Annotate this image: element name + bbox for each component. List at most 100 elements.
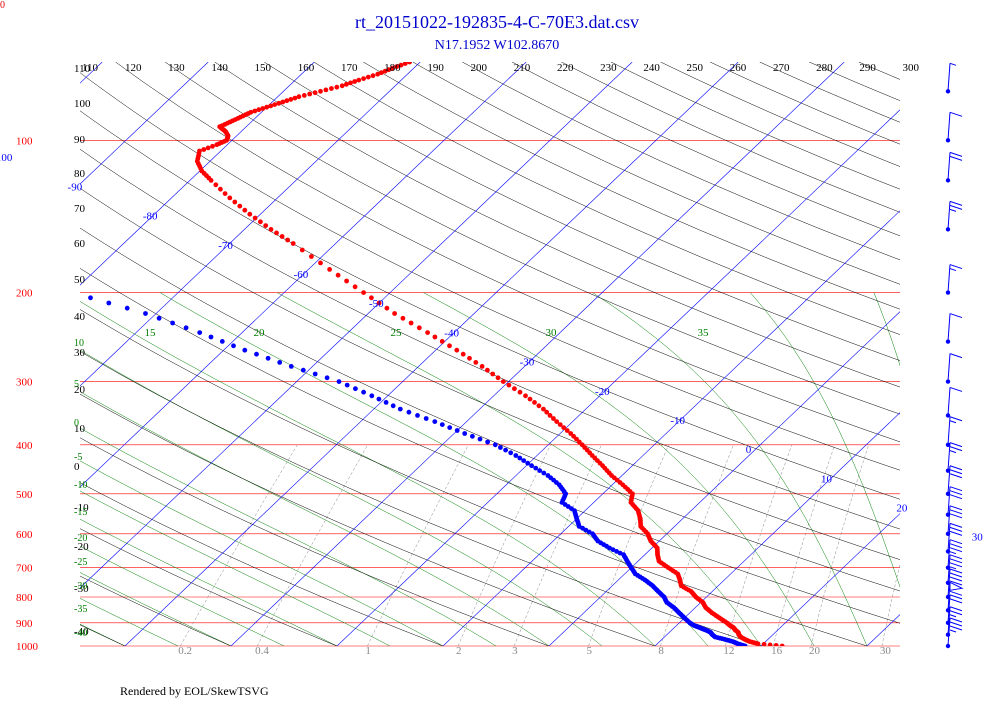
temperature-point bbox=[537, 403, 542, 408]
wind-barb-full bbox=[950, 487, 962, 491]
dry-adiabat-line bbox=[363, 62, 1000, 646]
temperature-point bbox=[258, 219, 263, 224]
isotherm-line bbox=[19, 62, 632, 646]
moist-adiabat-left-label: -10 bbox=[74, 480, 87, 491]
dry-adiabat-top-label: 290 bbox=[859, 62, 876, 74]
wind-barb-full bbox=[950, 599, 962, 603]
wind-barb-shaft bbox=[948, 417, 950, 445]
moist-adiabat-line bbox=[0, 293, 390, 646]
pressure-tick-label: 100 bbox=[16, 135, 33, 147]
wind-barb-full bbox=[950, 474, 962, 478]
dewpoint-point bbox=[470, 434, 475, 439]
wind-barb-full bbox=[950, 527, 962, 531]
temperature-point bbox=[348, 81, 353, 86]
dry-adiabat-top-label: 130 bbox=[168, 62, 185, 74]
dry-adiabat-left-label: 60 bbox=[74, 238, 86, 250]
dry-adiabat-top-label: 210 bbox=[514, 62, 531, 74]
temperature-point bbox=[762, 642, 767, 647]
dewpoint-point bbox=[289, 364, 294, 369]
wind-barb-half bbox=[950, 630, 956, 632]
dry-adiabat-left-label: 90 bbox=[74, 134, 86, 146]
temperature-point bbox=[288, 97, 293, 102]
temperature-point bbox=[344, 279, 349, 284]
wind-barb-full bbox=[950, 618, 962, 622]
isotherm-label: -10 bbox=[670, 415, 685, 427]
dry-adiabat-line bbox=[710, 62, 1000, 646]
moist-adiabat-left-label: -25 bbox=[74, 557, 87, 568]
wind-barb-full bbox=[950, 156, 962, 160]
wind-barb-full bbox=[950, 611, 962, 615]
temperature-point bbox=[407, 60, 412, 65]
temperature-point bbox=[210, 144, 215, 149]
moist-adiabat-top-label: 15 bbox=[145, 327, 157, 339]
mixing-ratio-line bbox=[367, 445, 468, 646]
wind-barb bbox=[946, 265, 962, 295]
wind-barb-full bbox=[950, 152, 962, 156]
temperature-point bbox=[356, 78, 361, 83]
dry-adiabat-line bbox=[0, 62, 1000, 646]
wind-barb-full bbox=[950, 573, 962, 577]
moist-adiabat-top-label: 35 bbox=[698, 327, 710, 339]
dewpoint-point bbox=[369, 393, 374, 398]
wind-barb-full bbox=[950, 447, 962, 451]
isotherm-label: 30 bbox=[972, 532, 984, 544]
dry-adiabat-line bbox=[0, 62, 231, 646]
mixing-ratio-line bbox=[514, 445, 601, 646]
isotherm-label: -50 bbox=[369, 298, 384, 310]
wind-barb-shaft bbox=[948, 112, 950, 140]
dewpoint-point bbox=[462, 431, 467, 436]
temperature-point bbox=[206, 146, 211, 151]
moist-adiabat-line bbox=[0, 293, 231, 646]
dewpoint-point bbox=[508, 450, 513, 455]
temperature-point bbox=[263, 223, 268, 228]
isotherm-label: 20 bbox=[896, 503, 908, 515]
dry-adiabat-top-label: 200 bbox=[471, 62, 488, 74]
temperature-point bbox=[269, 227, 274, 232]
isotherm-line bbox=[549, 62, 1000, 646]
dewpoint-point bbox=[70, 290, 75, 295]
wind-barb-shaft bbox=[948, 63, 950, 91]
dewpoint-point bbox=[266, 356, 271, 361]
dry-adiabat-line bbox=[0, 62, 1000, 646]
dewpoint-point bbox=[517, 456, 522, 461]
moist-adiabat-line bbox=[66, 293, 655, 646]
moist-adiabat-line bbox=[593, 293, 868, 646]
mixing-ratio-label: 8 bbox=[658, 645, 664, 657]
chart-subtitle: N17.1952 W102.8670 bbox=[435, 38, 560, 53]
dry-adiabat-top-label: 240 bbox=[643, 62, 660, 74]
wind-barb-half bbox=[950, 451, 956, 453]
dewpoint-point bbox=[546, 473, 551, 478]
dewpoint-point bbox=[503, 448, 508, 453]
moist-adiabat-line bbox=[874, 293, 973, 646]
mixing-ratio-label: 2 bbox=[456, 645, 462, 657]
dewpoint-point bbox=[377, 397, 382, 402]
temperature-point bbox=[353, 284, 358, 289]
temperature-point bbox=[518, 390, 523, 395]
mixing-ratio-label: 5 bbox=[586, 645, 592, 657]
temperature-point bbox=[409, 321, 414, 326]
dry-adiabat-top-label: 170 bbox=[341, 62, 358, 74]
moist-adiabat-left-label: -5 bbox=[74, 452, 82, 463]
wind-barb bbox=[946, 201, 962, 231]
dry-adiabat-left-label: 70 bbox=[74, 203, 86, 215]
wind-barb-half bbox=[950, 615, 956, 617]
wind-barb-half bbox=[950, 269, 956, 271]
dry-adiabat-top-label: 160 bbox=[298, 62, 315, 74]
isotherm-line bbox=[337, 62, 950, 646]
dewpoint-point bbox=[361, 390, 366, 395]
wind-barb bbox=[946, 443, 962, 473]
wind-barb-full bbox=[950, 491, 962, 495]
temperature-point bbox=[253, 216, 258, 221]
dewpoint-point bbox=[415, 413, 420, 418]
wind-barb-full bbox=[950, 555, 962, 559]
temperature-point bbox=[242, 208, 247, 213]
temperature-point bbox=[324, 88, 329, 93]
dewpoint-point bbox=[498, 445, 503, 450]
wind-barb-full bbox=[950, 314, 962, 318]
temperature-point bbox=[473, 360, 478, 365]
dry-adiabat-top-label: 180 bbox=[384, 62, 401, 74]
moist-adiabat-line bbox=[0, 293, 602, 646]
temperature-point bbox=[447, 343, 452, 348]
dry-adiabat-line bbox=[0, 62, 337, 646]
